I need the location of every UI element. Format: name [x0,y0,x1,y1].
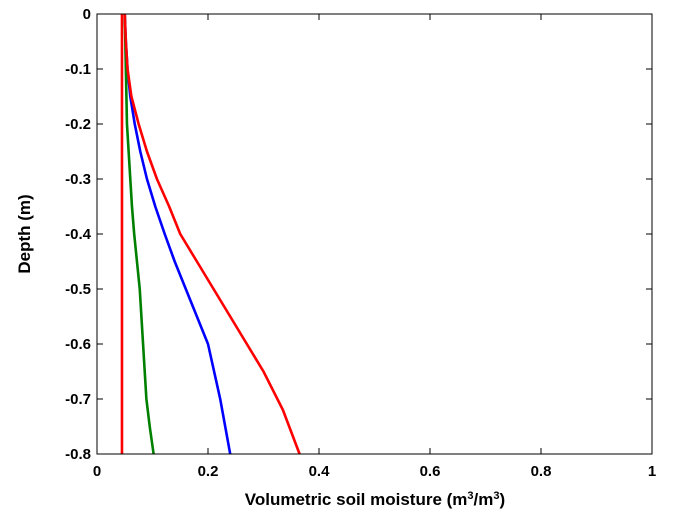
y-tick-label: -0.3 [65,171,91,188]
series-line-3 [123,13,301,455]
x-axis-label-sup1: 3 [467,490,473,502]
y-tick-label: -0.1 [65,61,91,78]
x-axis-label-end: ) [500,490,506,509]
y-tick-label: -0.7 [65,391,91,408]
y-tick-label: -0.2 [65,116,91,133]
plot-background [97,14,652,454]
x-tick-label: 0 [93,463,101,480]
series-layer [120,13,301,455]
x-tick-label: 0.6 [420,463,441,480]
y-tick-label: -0.6 [65,336,91,353]
y-tick-labels: 0 -0.1 -0.2 -0.3 -0.4 -0.5 -0.6 -0.7 -0.8 [65,6,92,463]
x-tick-label: 0.8 [531,463,552,480]
x-tick-label: 0.2 [198,463,219,480]
series-line-2 [123,13,155,455]
x-axis-label-sup2: 3 [493,490,499,502]
x-tick-label: 0.4 [309,463,331,480]
y-axis-label: Depth (m) [15,194,34,273]
plot-area [97,14,652,454]
tick-marks [96,13,653,455]
x-tick-labels: 0 0.2 0.4 0.6 0.8 1 [93,463,656,480]
x-axis-label: Volumetric soil moisture (m3/m3) [245,490,505,509]
y-tick-label: -0.5 [65,281,91,298]
y-tick-label: -0.8 [65,446,91,463]
x-axis-label-main: Volumetric soil moisture (m [245,490,468,509]
x-axis-label-mid: /m [474,490,494,509]
y-tick-label: 0 [83,6,91,23]
x-tick-label: 1 [648,463,656,480]
y-tick-label: -0.4 [65,226,92,243]
